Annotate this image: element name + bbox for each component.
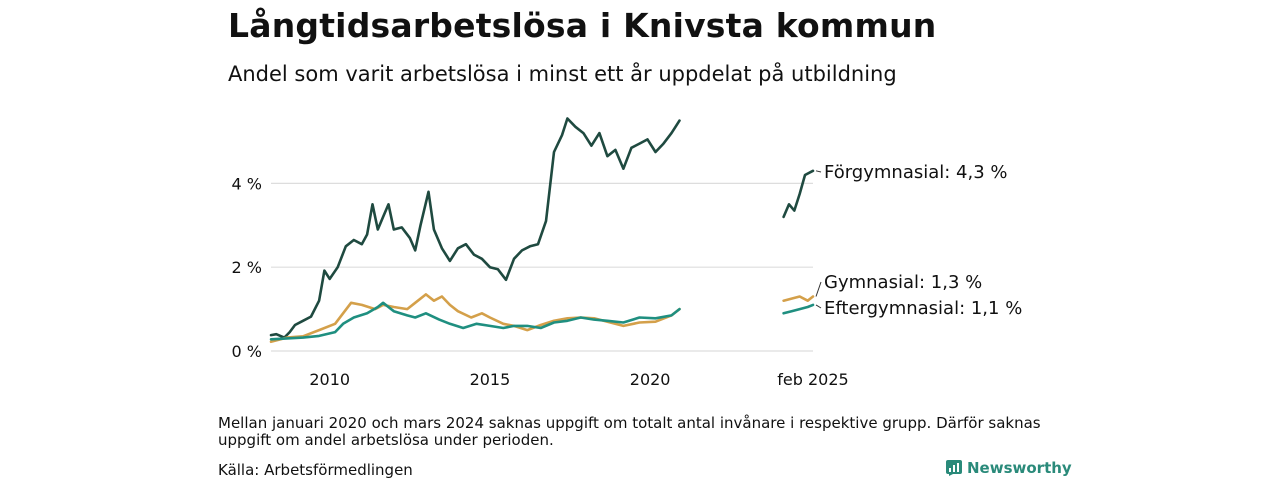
x-tick-label: 2015 xyxy=(470,370,511,389)
series-line-eftergymnasial xyxy=(782,303,815,315)
y-tick-label: 4 % xyxy=(232,174,262,193)
chart-title: Långtidsarbetslösa i Knivsta kommun xyxy=(228,6,937,45)
y-axis-ticks: 0 % 2 % 4 % xyxy=(232,174,262,361)
x-axis-ticks: 2010 2015 2020 feb 2025 xyxy=(309,370,848,389)
newsworthy-logo-icon xyxy=(946,460,962,476)
label-leader-line xyxy=(815,304,822,309)
series-end-label: Eftergymnasial: 1,1 % xyxy=(824,298,1022,319)
brand-name: Newsworthy xyxy=(967,459,1072,477)
series-line-förgymnasial xyxy=(782,169,815,219)
series-end-label: Gymnasial: 1,3 % xyxy=(824,272,982,293)
series-line-förgymnasial xyxy=(269,117,681,339)
series-line-eftergymnasial xyxy=(269,301,681,341)
brand-logo-link[interactable]: Newsworthy xyxy=(946,459,1072,477)
gridlines xyxy=(271,182,813,352)
y-tick-label: 0 % xyxy=(232,342,262,361)
footnote: Mellan januari 2020 och mars 2024 saknas… xyxy=(218,414,1041,449)
x-tick-label: feb 2025 xyxy=(777,370,848,389)
series-lines xyxy=(269,117,815,344)
source-credit: Källa: Arbetsförmedlingen xyxy=(218,461,413,479)
label-leader-line xyxy=(815,170,822,173)
x-tick-label: 2020 xyxy=(630,370,671,389)
x-tick-label: 2010 xyxy=(309,370,350,389)
series-line-gymnasial xyxy=(269,293,681,344)
series-end-labels: Förgymnasial: 4,3 % Gymnasial: 1,3 % Efter… xyxy=(815,162,1022,319)
series-line-gymnasial xyxy=(782,295,815,302)
series-end-label: Förgymnasial: 4,3 % xyxy=(824,162,1008,183)
y-tick-label: 2 % xyxy=(232,258,262,277)
line-chart: 0 % 2 % 4 % 2010 2015 2020 feb 2025 Förgymnas… xyxy=(232,117,1022,389)
chart-subtitle: Andel som varit arbetslösa i minst ett å… xyxy=(228,62,897,86)
label-leader-line xyxy=(815,281,822,297)
